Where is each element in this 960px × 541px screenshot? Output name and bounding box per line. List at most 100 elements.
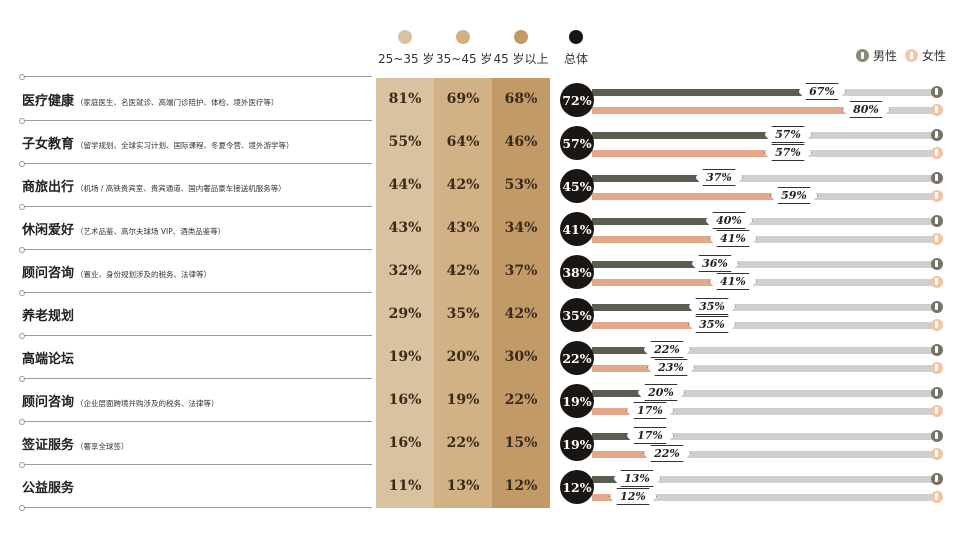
male-bar-track: 40% [592,218,935,225]
row-label: 高端论坛 [22,348,76,367]
category-detail: （机场 / 高铁贵宾室、贵宾通道、国内奢品豪车接送机服务等） [76,184,286,193]
female-icon [931,276,943,288]
age-value-1: 35% [446,306,480,322]
female-bar-track: 12% [592,494,935,501]
female-bar [592,451,667,458]
male-icon [931,86,943,98]
male-bar [592,390,661,397]
age-value-2: 15% [504,435,538,451]
female-bar-track: 41% [592,236,935,243]
total-value: 12% [560,470,594,504]
age-value-1: 64% [446,134,480,150]
category-detail: （艺术品鉴、高尔夫球场 VIP、酒类品鉴等） [76,227,226,236]
age-value-0: 43% [388,220,422,236]
age-value-2: 46% [504,134,538,150]
female-bar-track: 35% [592,322,935,329]
male-bar-track: 57% [592,132,935,139]
age-column-45-plus-bg [492,78,550,508]
table-row: 医疗健康 （家庭医生、名医就诊、高端门诊陪护、体检、境外医疗等） 81% 69% 68%… [0,78,960,121]
row-label: 养老规划 [22,305,76,324]
age-value-1: 42% [446,263,480,279]
male-icon [931,430,943,442]
female-value-label: 35% [688,316,736,333]
female-icon [931,233,943,245]
male-legend-label: 男性 [873,49,898,63]
male-icon [931,344,943,356]
legend-dot [398,30,412,44]
age-value-0: 32% [388,263,422,279]
table-row: 顾问咨询 （企业层面跨境并购涉及的税务、法律等） 16% 19% 22% 20% 17% 19… [0,379,960,422]
gender-legend: 男性 女性 [856,47,946,64]
category-name: 商旅出行 [22,180,75,195]
row-label: 顾问咨询 （置业、身份规划涉及的税务、法律等） [22,262,211,281]
total-value: 38% [560,255,594,289]
row-divider [19,376,372,382]
female-bar-track: 41% [592,279,935,286]
age-value-0: 55% [388,134,422,150]
male-value-label: 20% [637,384,685,401]
row-label: 商旅出行 （机场 / 高铁贵宾室、贵宾通道、国内奢品豪车接送机服务等） [22,176,286,195]
female-icon [931,362,943,374]
male-icon [931,129,943,141]
age-value-1: 19% [446,392,480,408]
female-value-label: 80% [842,101,890,118]
female-bar [592,193,794,200]
female-bar [592,322,712,329]
male-value-label: 17% [626,427,674,444]
male-bar-track: 35% [592,304,935,311]
female-bar-track: 17% [592,408,935,415]
age-value-1: 13% [446,478,480,494]
male-icon [856,49,869,62]
age-column-25-35-bg [376,78,434,508]
female-icon [931,104,943,116]
table-row: 公益服务 11% 13% 12% 13% 12% 12% [0,465,960,508]
category-name: 顾问咨询 [22,266,75,281]
male-bar-track: 17% [592,433,935,440]
row-divider [19,290,372,296]
female-value-label: 17% [626,402,674,419]
category-name: 子女教育 [22,137,75,152]
female-icon [931,190,943,202]
row-label: 公益服务 [22,477,76,496]
male-bar-track: 37% [592,175,935,182]
female-bar [592,279,733,286]
total-value: 19% [560,384,594,418]
male-bar [592,218,729,225]
female-value-label: 12% [609,488,657,505]
male-value-label: 40% [705,212,753,229]
category-name: 养老规划 [22,309,75,324]
category-name: 医疗健康 [22,94,75,109]
row-divider [19,333,372,339]
legend-age-45-plus: 45 岁以上 [492,30,550,67]
total-value: 35% [560,298,594,332]
age-value-0: 81% [388,91,422,107]
category-detail: （置业、身份规划涉及的税务、法律等） [76,270,212,279]
female-bar-track: 23% [592,365,935,372]
female-value-label: 41% [709,230,757,247]
total-value: 72% [560,83,594,117]
row-label: 顾问咨询 （企业层面跨境并购涉及的税务、法律等） [22,391,219,410]
table-row: 签证服务 （奢享全球签） 16% 22% 15% 17% 22% 19% [0,422,960,465]
male-bar-track: 67% [592,89,935,96]
age-value-1: 69% [446,91,480,107]
age-value-2: 42% [504,306,538,322]
female-icon [931,491,943,503]
male-bar-track: 36% [592,261,935,268]
female-value-label: 23% [647,359,695,376]
female-bar [592,107,866,114]
row-label: 子女教育 （留学规划、全球实习计划、国际课程、冬夏令营、境外游学等） [22,133,294,152]
category-name: 顾问咨询 [22,395,75,410]
female-icon [931,405,943,417]
male-bar [592,132,788,139]
female-bar-track: 80% [592,107,935,114]
female-bar-track: 22% [592,451,935,458]
female-bar [592,150,788,157]
male-value-label: 67% [798,83,846,100]
table-row: 高端论坛 19% 20% 30% 22% 23% 22% [0,336,960,379]
male-icon [931,387,943,399]
female-bar [592,408,650,415]
male-bar [592,304,712,311]
age-value-1: 20% [446,349,480,365]
age-value-0: 44% [388,177,422,193]
row-label: 医疗健康 （家庭医生、名医就诊、高端门诊陪护、体检、境外医疗等） [22,90,279,109]
